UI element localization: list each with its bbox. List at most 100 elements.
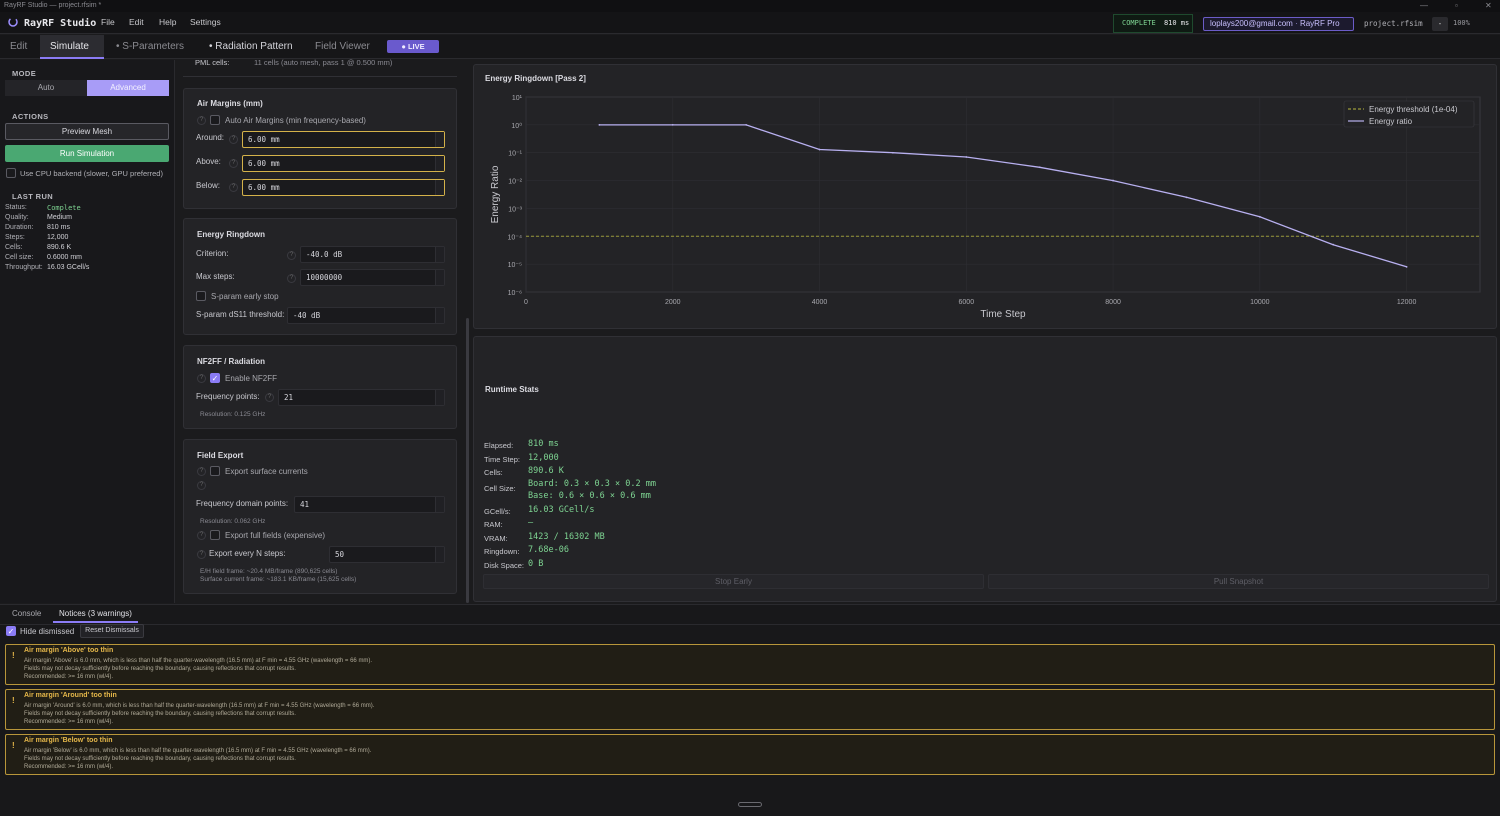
help-icon[interactable]: ? <box>229 159 238 168</box>
reset-dismissals-button[interactable]: Reset Dismissals <box>80 624 144 638</box>
full-fields-checkbox[interactable] <box>210 530 220 540</box>
help-icon[interactable]: ? <box>287 251 296 260</box>
minimize-icon[interactable]: — <box>1420 1 1428 10</box>
help-icon[interactable]: ? <box>197 550 206 559</box>
stepper-icon[interactable] <box>435 180 444 195</box>
mode-auto-button[interactable]: Auto <box>5 80 87 96</box>
chart-title: Energy Ringdown [Pass 2] <box>485 74 586 83</box>
around-input[interactable]: 6.00 mm <box>242 131 445 148</box>
user-account-button[interactable]: loplays200@gmail.com · RayRF Pro <box>1203 17 1354 31</box>
stepper-icon[interactable] <box>435 156 444 171</box>
tab-s-parameters[interactable]: • S-Parameters <box>116 41 184 52</box>
stat-gcells: 16.03 GCell/s <box>528 505 595 515</box>
stat-ram: — <box>528 518 534 528</box>
data-point <box>1112 179 1114 182</box>
status-text: COMPLETE <box>1122 19 1156 27</box>
enable-nf2ff-label: Enable NF2FF <box>225 374 278 383</box>
fd-points-input[interactable]: 41 <box>294 496 445 513</box>
tab-simulate[interactable]: Simulate <box>40 35 104 59</box>
cpu-backend-checkbox[interactable] <box>6 168 16 178</box>
above-input[interactable]: 6.00 mm <box>242 155 445 172</box>
help-icon[interactable]: ? <box>197 374 206 383</box>
x-tick-label: 0 <box>524 299 528 306</box>
max-steps-input[interactable]: 10000000 <box>300 269 445 286</box>
enable-nf2ff-checkbox[interactable]: ✓ <box>210 373 220 383</box>
last-run-key: Duration: <box>5 224 34 231</box>
actions-heading: ACTIONS <box>12 112 49 121</box>
stepper-icon[interactable] <box>435 270 444 285</box>
below-input[interactable]: 6.00 mm <box>242 179 445 196</box>
tab-notices[interactable]: Notices (3 warnings) <box>53 605 138 623</box>
stepper-icon[interactable] <box>435 497 444 512</box>
menu-help[interactable]: Help <box>159 17 177 27</box>
energy-ratio-line <box>599 124 1407 268</box>
stepper-icon[interactable] <box>435 390 444 405</box>
help-icon[interactable]: ? <box>197 531 206 540</box>
export-every-input[interactable]: 50 <box>329 546 445 563</box>
notice-card: ! Air margin 'Above' too thin Air margin… <box>5 644 1495 685</box>
last-run-status: Complete <box>47 204 81 212</box>
menu-edit[interactable]: Edit <box>129 17 144 27</box>
menu-settings[interactable]: Settings <box>190 17 221 27</box>
stepper-icon[interactable] <box>435 132 444 147</box>
notice-text: Recommended: >= 16 mm (wl/4). <box>24 764 114 770</box>
last-run-key: Status: <box>5 204 27 211</box>
last-run-cell-size: 0.6000 mm <box>47 254 83 261</box>
preview-mesh-button[interactable]: Preview Mesh <box>5 123 169 140</box>
max-steps-value: 10000000 <box>306 273 343 282</box>
criterion-input[interactable]: -40.0 dB <box>300 246 445 263</box>
surface-currents-checkbox[interactable] <box>210 466 220 476</box>
help-icon[interactable]: ? <box>197 481 206 490</box>
app-logo-icon <box>8 17 18 27</box>
frequency-points-input[interactable]: 21 <box>278 389 445 406</box>
mode-advanced-button[interactable]: Advanced <box>87 80 169 96</box>
stop-early-button[interactable]: Stop Early <box>483 574 984 589</box>
around-value: 6.00 mm <box>248 135 280 144</box>
help-icon[interactable]: ? <box>197 467 206 476</box>
run-simulation-button[interactable]: Run Simulation <box>5 145 169 162</box>
criterion-value: -40.0 dB <box>306 250 343 259</box>
frequency-points-label: Frequency points: <box>196 392 260 401</box>
live-badge: ● LIVE <box>387 40 439 53</box>
early-stop-checkbox[interactable] <box>196 291 206 301</box>
stat-key: Cell Size: <box>484 484 516 493</box>
export-note-surface: Surface current frame: ~183.1 KB/frame (… <box>200 576 357 583</box>
help-icon[interactable]: ? <box>229 135 238 144</box>
full-fields-label: Export full fields (expensive) <box>225 531 326 540</box>
stat-elapsed: 810 ms <box>528 439 559 449</box>
help-icon[interactable]: ? <box>197 116 206 125</box>
stepper-icon[interactable] <box>435 247 444 262</box>
hide-dismissed-checkbox[interactable]: ✓ <box>6 626 16 636</box>
energy-ringdown-panel: Energy Ringdown Criterion: ? -40.0 dB Ma… <box>183 218 457 335</box>
tab-field-viewer[interactable]: Field Viewer <box>315 41 370 52</box>
stepper-icon[interactable] <box>435 547 444 562</box>
around-label: Around: <box>196 133 225 142</box>
max-steps-label: Max steps: <box>196 272 235 281</box>
notice-text: Fields may not decay sufficiently before… <box>24 756 296 762</box>
close-icon[interactable]: ✕ <box>1485 1 1492 10</box>
warning-icon: ! <box>12 651 15 660</box>
auto-air-margins-checkbox[interactable] <box>210 115 220 125</box>
criterion-label: Criterion: <box>196 249 229 258</box>
resize-handle[interactable] <box>738 802 762 807</box>
tab-console[interactable]: Console <box>12 609 42 618</box>
help-icon[interactable]: ? <box>229 183 238 192</box>
threshold-input[interactable]: -40 dB <box>287 307 445 324</box>
above-label: Above: <box>196 157 221 166</box>
data-point <box>1405 265 1408 268</box>
zoom-out-button[interactable]: - <box>1432 17 1448 31</box>
data-point <box>818 148 821 151</box>
settings-scrollbar[interactable] <box>466 318 469 603</box>
stat-key: VRAM: <box>484 534 508 543</box>
help-icon[interactable]: ? <box>287 274 296 283</box>
tab-edit[interactable]: Edit <box>10 41 28 52</box>
field-export-panel: Field Export ? Export surface currents ?… <box>183 439 457 594</box>
menu-file[interactable]: File <box>101 17 115 27</box>
pull-snapshot-button[interactable]: Pull Snapshot <box>988 574 1489 589</box>
stat-key: Time Step: <box>484 455 520 464</box>
help-icon[interactable]: ? <box>265 393 274 402</box>
maximize-icon[interactable]: ▫ <box>1455 1 1458 10</box>
tab-radiation-pattern[interactable]: • Radiation Pattern <box>209 41 293 52</box>
cpu-backend-label: Use CPU backend (slower, GPU preferred) <box>20 169 163 178</box>
stepper-icon[interactable] <box>435 308 444 323</box>
